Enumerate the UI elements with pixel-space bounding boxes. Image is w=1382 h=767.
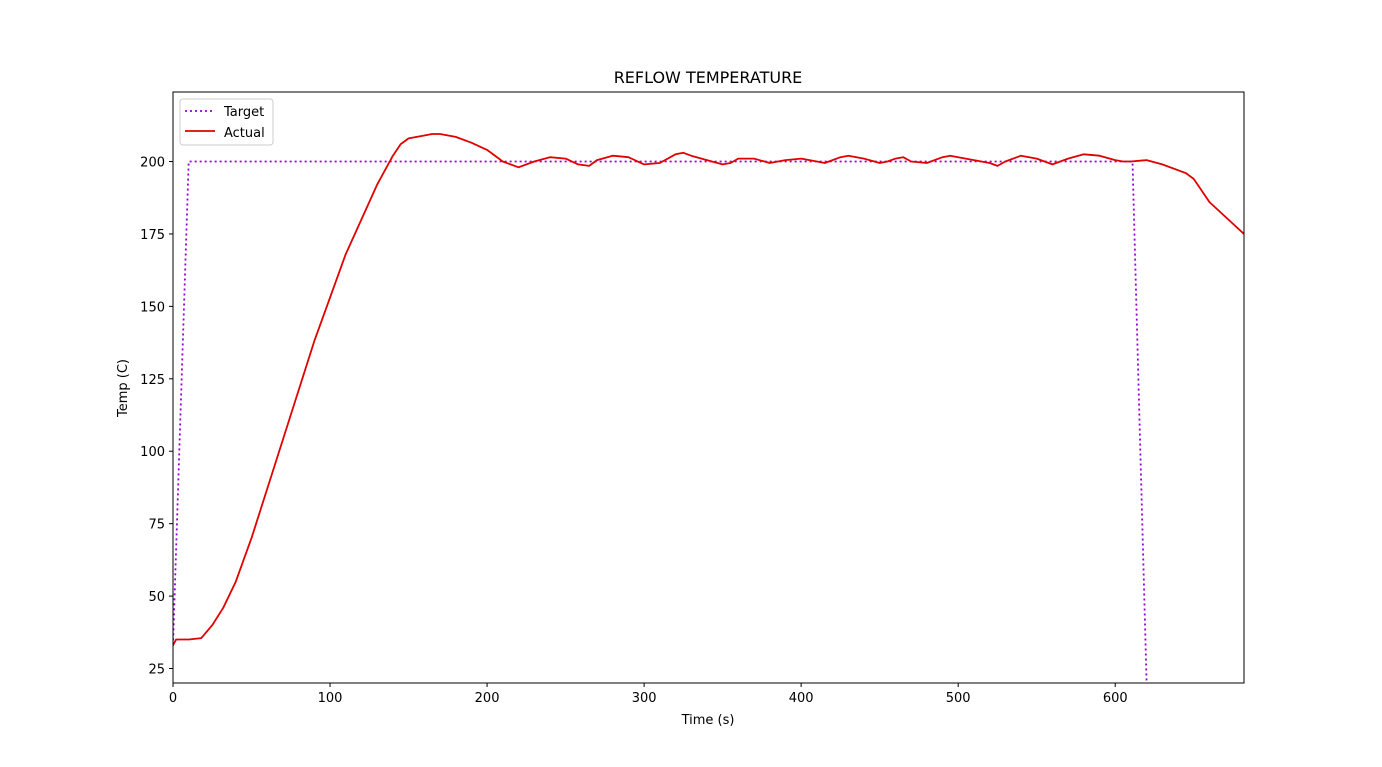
y-tick-label: 50: [148, 590, 165, 605]
y-tick-label: 75: [148, 518, 165, 533]
plot-area: [173, 92, 1244, 683]
y-tick-label: 200: [140, 156, 165, 171]
y-axis-label: Temp (C): [116, 359, 131, 418]
x-tick-label: 300: [632, 691, 657, 706]
series-line-actual: [173, 133, 1244, 646]
y-tick-label: 100: [140, 445, 165, 460]
legend-box: [179, 98, 274, 146]
x-tick-label: 0: [169, 691, 177, 706]
y-tick-label: 175: [140, 228, 165, 243]
x-tick-label: 500: [946, 691, 971, 706]
legend-target-label: Target: [223, 105, 264, 120]
series-layer: [173, 133, 1244, 683]
chart-title: REFLOW TEMPERATURE: [614, 68, 803, 87]
y-tick-label: 25: [148, 663, 165, 678]
x-tick-label: 100: [318, 691, 343, 706]
x-tick-label: 600: [1103, 691, 1128, 706]
legend-actual-label: Actual: [224, 126, 265, 141]
x-axis-label: Time (s): [681, 713, 735, 728]
x-tick-label: 400: [789, 691, 814, 706]
legend: Target Actual: [179, 98, 274, 146]
y-tick-label: 150: [140, 300, 165, 315]
y-tick-label: 125: [140, 373, 165, 388]
ticks-layer: 0 100 200 300 400 500 600 25 50 75 100 125 150 175 200: [140, 156, 1127, 706]
series-line-target: [173, 160, 1148, 683]
plot-frame: [172, 91, 1245, 684]
x-tick-label: 200: [475, 691, 500, 706]
